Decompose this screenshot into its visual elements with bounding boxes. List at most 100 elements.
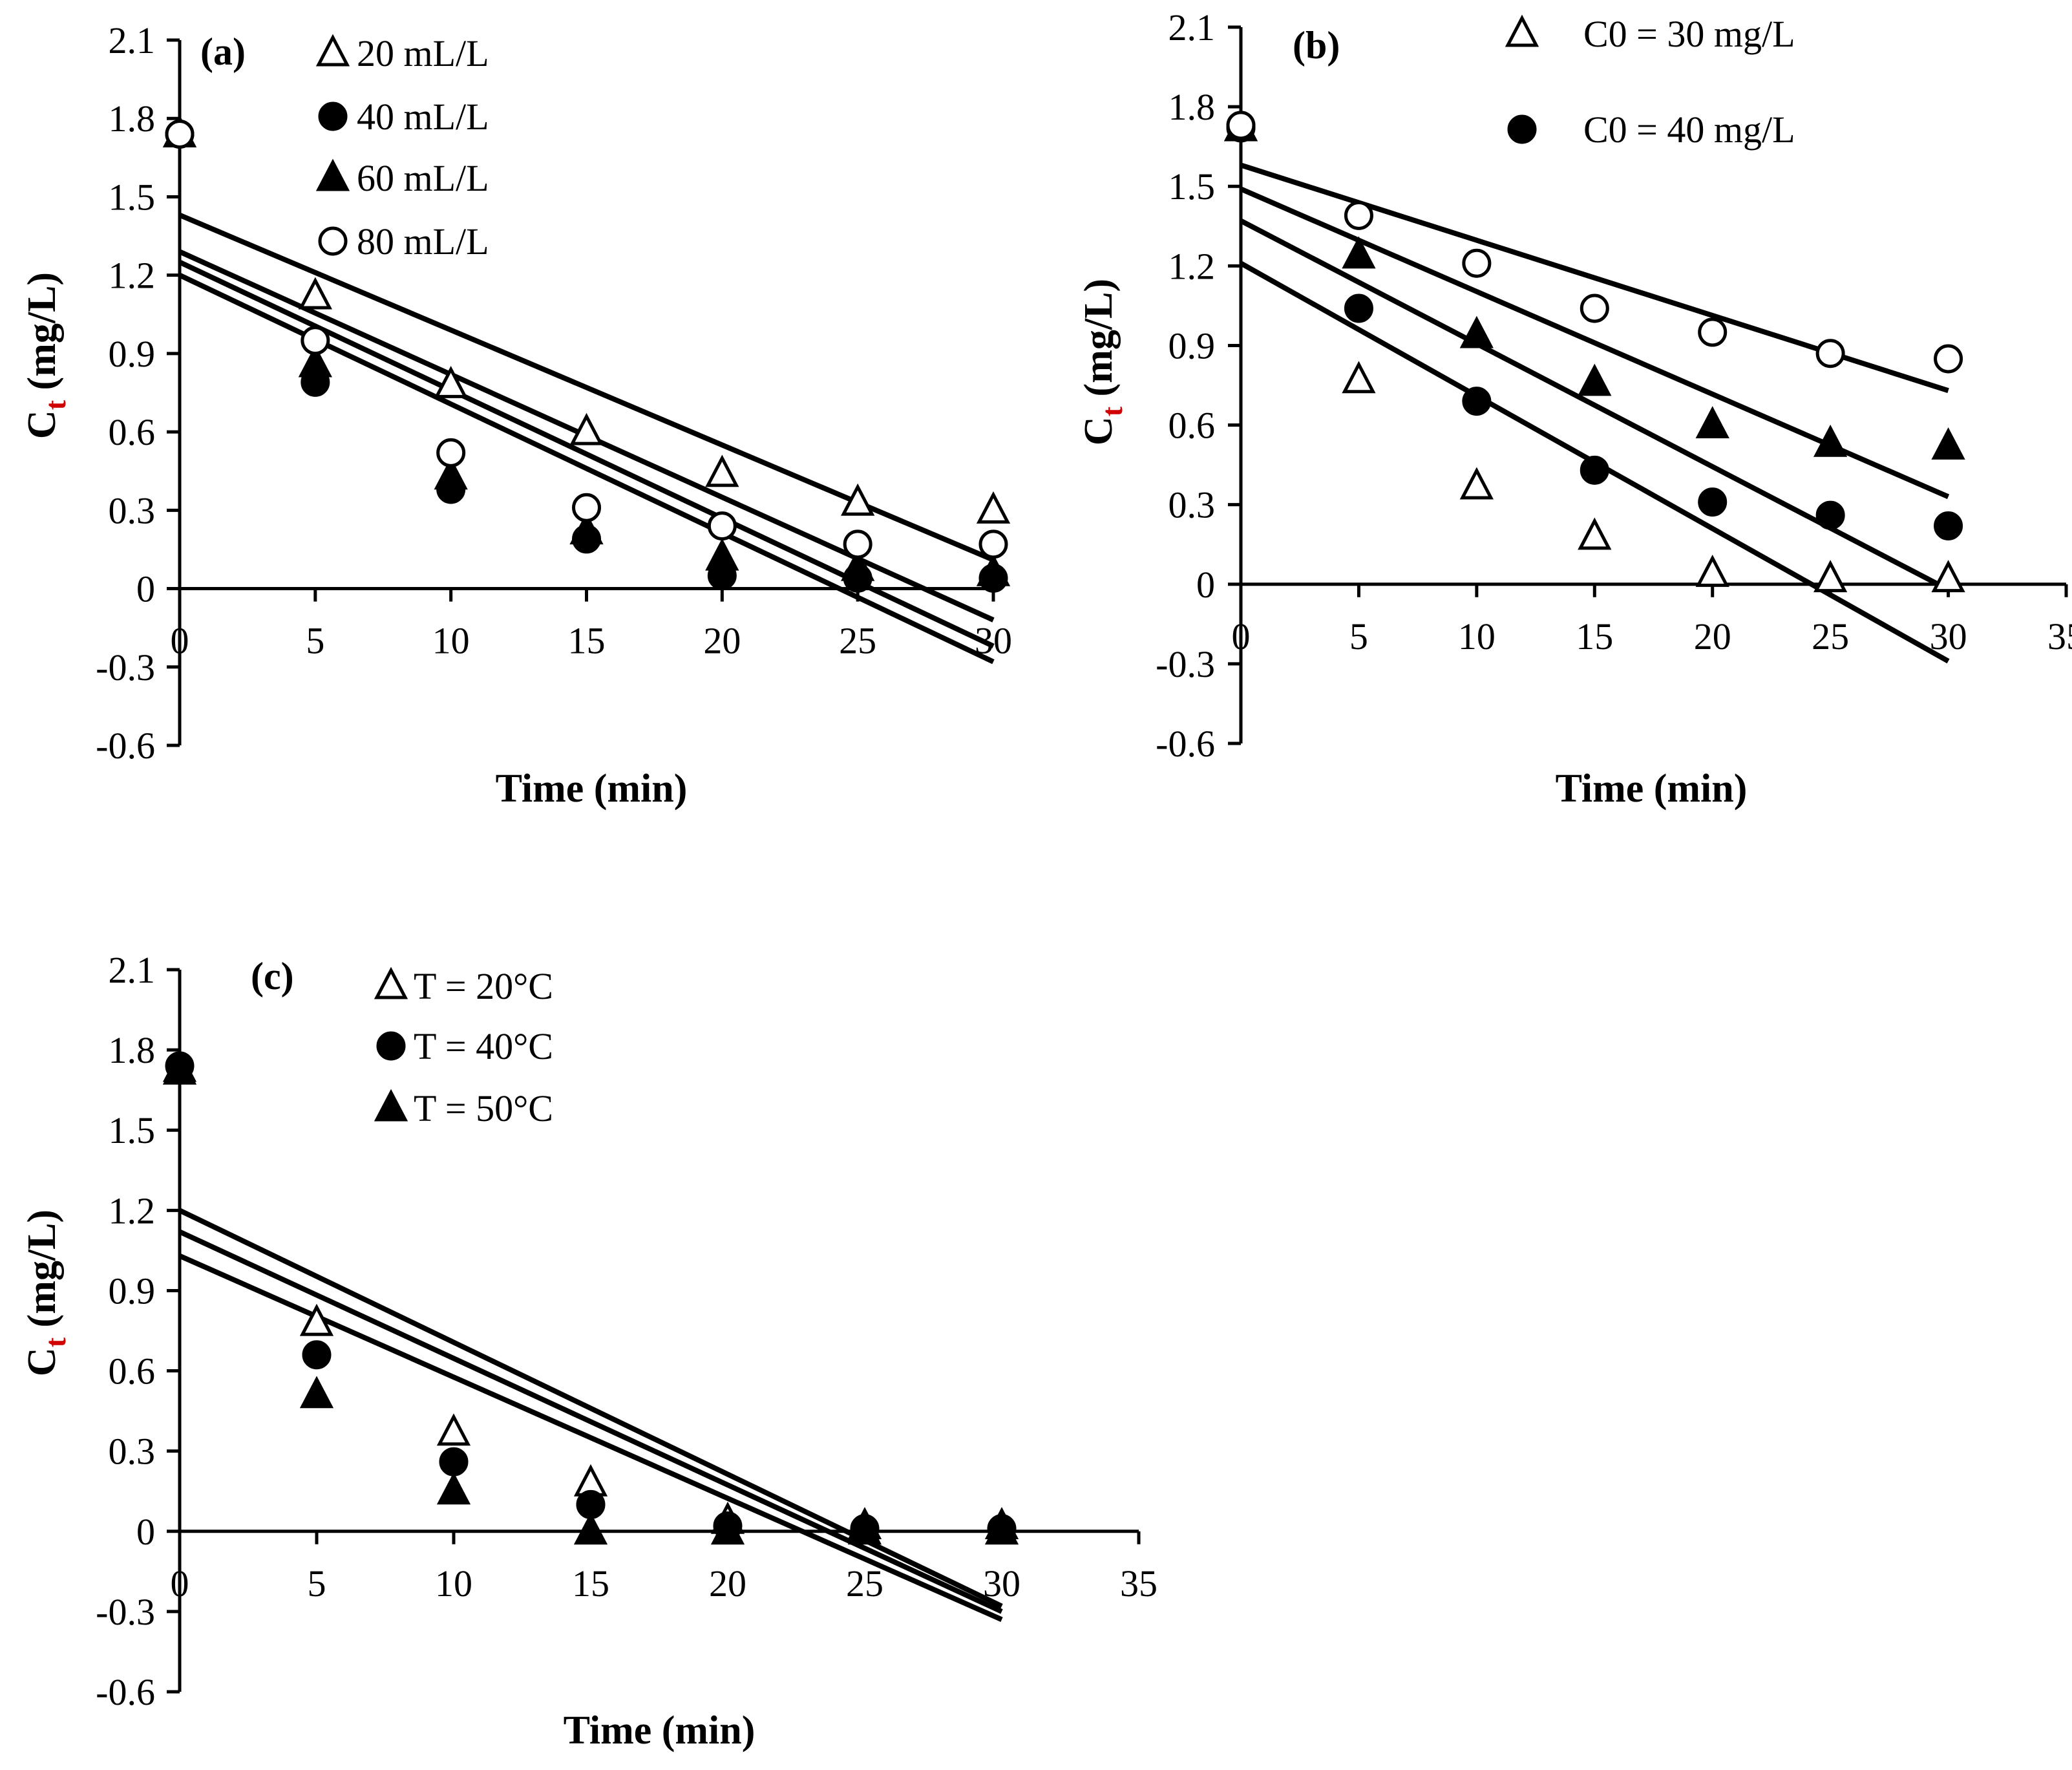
y-tick-label: 0.6	[1168, 405, 1216, 447]
data-point	[978, 529, 1008, 559]
series-1	[162, 1049, 1019, 1540]
legend-entry: 60 mL/L	[357, 157, 489, 199]
data-point	[569, 512, 604, 545]
x-tick-label: 15	[1576, 615, 1613, 657]
legend: C0 = 30 mg/L C0 = 40 mg/L	[1505, 13, 1795, 151]
data-point	[1815, 500, 1845, 530]
x-tick-label: 35	[2047, 615, 2072, 657]
data-point	[841, 548, 875, 581]
legend-entry: 40 mL/L	[357, 96, 489, 138]
y-tick-label: 0.9	[1168, 325, 1216, 367]
x-tick-label: 20	[703, 620, 741, 662]
x-tick-label: 5	[1349, 615, 1368, 657]
y-tick-label: 1.2	[109, 1189, 156, 1232]
data-point	[1344, 200, 1373, 230]
data-point	[1342, 361, 1376, 394]
series-4	[165, 119, 1008, 559]
data-point	[439, 1447, 469, 1477]
data-point	[984, 1512, 1019, 1545]
data-point	[299, 1303, 334, 1336]
y-tick-label: 0	[136, 1511, 155, 1553]
data-point	[1815, 339, 1845, 368]
data-point	[841, 483, 875, 516]
y-tick-label: 2.1	[1168, 6, 1216, 48]
data-point	[1813, 560, 1848, 593]
y-tick-label: -0.3	[96, 1591, 155, 1633]
x-tick-label: 35	[1120, 1562, 1158, 1605]
data-point	[434, 457, 468, 490]
chart-panel-1: 2.1 1.8 1.5 1.2 0.9 0.6 0.3 0 -0.3 -0.6 0 5 10 15 20 25…	[20, 19, 1012, 811]
x-tick-label: 10	[435, 1562, 472, 1605]
legend-entry: T = 20°C	[414, 965, 553, 1007]
fit-line-4	[178, 273, 995, 665]
legend-marker	[315, 158, 350, 191]
y-axis-title-subscript: t	[39, 1337, 72, 1347]
y-axis-title-unit: (mg/L)	[20, 272, 64, 400]
y-axis-title-main: C	[1077, 416, 1121, 445]
data-point	[1459, 315, 1494, 348]
data-point	[298, 277, 332, 310]
data-point	[572, 493, 601, 522]
data-point	[1698, 317, 1728, 347]
y-tick-label: 1.2	[109, 255, 156, 297]
y-tick-label: 0.3	[109, 1431, 156, 1473]
fit-line-1	[178, 1208, 1003, 1609]
y-tick-label: 1.5	[1168, 165, 1216, 208]
legend-marker	[376, 1031, 406, 1061]
y-tick-label: 0	[1196, 564, 1215, 606]
y-tick-label: 1.2	[1168, 245, 1216, 287]
data-point	[299, 1376, 334, 1409]
legend-entry: T = 50°C	[414, 1087, 553, 1129]
data-point	[976, 553, 1011, 586]
legend-marker	[315, 34, 350, 67]
y-axis-title: Ct (mg/L)	[1077, 279, 1128, 445]
x-tick-label: 0	[1232, 615, 1251, 657]
y-tick-label: -0.3	[1156, 643, 1215, 685]
y-axis-title: Ct (mg/L)	[20, 1210, 72, 1376]
legend-marker	[318, 101, 348, 131]
data-point	[1580, 455, 1609, 485]
legend-entry: 80 mL/L	[357, 220, 489, 262]
data-point	[302, 1340, 332, 1370]
y-tick-label: -0.6	[1156, 723, 1215, 765]
y-tick-label: -0.6	[96, 725, 155, 767]
y-axis-title-subscript: t	[1095, 406, 1128, 416]
data-point	[1462, 248, 1492, 278]
fit-line-2	[178, 1229, 1003, 1614]
data-point	[843, 529, 872, 559]
data-point	[1695, 406, 1729, 439]
data-point	[162, 1052, 197, 1085]
x-tick-label: 5	[306, 620, 324, 662]
panel-label: (c)	[251, 955, 294, 997]
y-tick-label: 2.1	[109, 19, 156, 61]
legend: T = 20°C T = 40°C T = 50°C	[374, 965, 553, 1129]
x-tick-label: 0	[171, 620, 189, 662]
x-tick-label: 25	[839, 620, 876, 662]
data-point	[298, 345, 332, 378]
y-axis-title-main: C	[20, 410, 64, 439]
legend-entry: C0 = 30 mg/L	[1583, 13, 1795, 55]
data-point	[1934, 344, 1963, 374]
series-1	[1223, 109, 1965, 593]
data-point	[1344, 293, 1373, 323]
data-point	[705, 538, 739, 571]
y-tick-label: 0.6	[109, 1350, 156, 1392]
data-point	[1226, 111, 1256, 140]
y-tick-label: 0.3	[109, 489, 156, 531]
data-point	[1459, 467, 1494, 500]
series-2	[1226, 113, 1963, 540]
x-tick-label: 25	[846, 1562, 883, 1605]
legend-entry: C0 = 40 mg/L	[1583, 109, 1795, 151]
data-point	[707, 511, 737, 541]
chart-panel-3: 2.1 1.8 1.5 1.2 0.9 0.6 0.3 0 -0.3 -0.6 0 5 10 15 20 25…	[20, 949, 1158, 1753]
data-point	[1813, 424, 1848, 457]
x-tick-label: 20	[709, 1562, 746, 1605]
x-axis-title: Time (min)	[496, 767, 688, 811]
y-tick-label: 0.9	[109, 333, 156, 375]
y-tick-label: 0.6	[109, 411, 156, 453]
data-point	[1462, 387, 1492, 416]
y-tick-label: -0.3	[96, 646, 155, 688]
data-point	[1931, 427, 1965, 460]
x-tick-label: 10	[1458, 615, 1496, 657]
data-point	[1580, 293, 1609, 323]
